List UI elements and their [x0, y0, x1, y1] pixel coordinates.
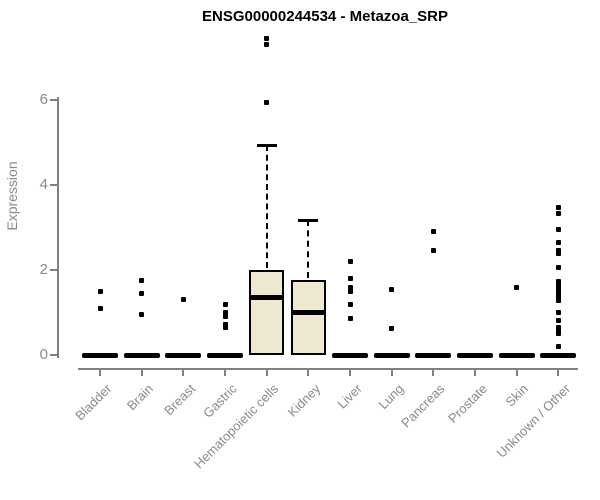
- outlier-point-unknown-other: [555, 251, 561, 257]
- x-axis-tick-lung: [390, 369, 393, 376]
- outlier-point-unknown-other: [555, 298, 561, 304]
- zero-bar-pancreas: [415, 352, 452, 358]
- outlier-point-unknown-other: [555, 344, 561, 350]
- outlier-point-breast: [180, 297, 186, 303]
- outlier-point-liver: [347, 301, 353, 307]
- outlier-point-liver: [347, 316, 353, 322]
- outlier-point-pancreas: [430, 248, 436, 254]
- zero-bar-lung: [373, 352, 410, 358]
- outlier-point-gastric: [222, 324, 228, 330]
- outlier-point-unknown-other: [555, 227, 561, 233]
- x-axis-tick-kidney: [307, 369, 310, 376]
- outlier-point-liver: [347, 276, 353, 281]
- outlier-point-bladder: [97, 288, 103, 294]
- outlier-point-unknown-other: [555, 248, 561, 254]
- zero-bar-gastric: [207, 352, 243, 358]
- outlier-point-brain: [139, 312, 145, 318]
- outlier-point-gastric: [222, 310, 228, 315]
- x-axis-tick-liver: [349, 369, 352, 376]
- x-axis-tick-breast: [182, 369, 185, 376]
- outlier-point-unknown-other: [555, 240, 561, 246]
- y-axis-tick: [50, 99, 57, 101]
- whisker-cap-kidney: [298, 218, 319, 222]
- outlier-point-lung: [389, 286, 395, 292]
- median-kidney: [290, 310, 326, 315]
- y-tick-label-0: 0: [39, 346, 48, 363]
- box-hematopoietic-cells: [249, 270, 285, 355]
- x-tick-label-unknown-other: Unknown / Other: [493, 381, 573, 461]
- x-axis-tick-skin: [515, 369, 518, 376]
- outlier-point-skin: [514, 284, 520, 290]
- whisker-hematopoietic-cells: [265, 144, 268, 268]
- zero-bar-bladder: [82, 352, 118, 358]
- outlier-point-unknown-other: [555, 331, 561, 337]
- zero-bar-liver: [332, 352, 369, 358]
- y-axis-tick: [50, 354, 57, 356]
- outlier-point-unknown-other: [555, 281, 561, 287]
- outlier-point-unknown-other: [555, 264, 561, 270]
- x-tick-label-pancreas: Pancreas: [398, 381, 448, 431]
- y-tick-label-4: 4: [39, 176, 48, 193]
- x-tick-label-gastric: Gastric: [199, 381, 240, 421]
- x-axis-tick-pancreas: [432, 369, 435, 376]
- x-axis-tick-unknown-other: [557, 369, 560, 376]
- outlier-point-unknown-other: [555, 204, 561, 210]
- outlier-point-pancreas: [430, 229, 436, 235]
- y-axis-label: Expression: [4, 161, 20, 231]
- outlier-point-hematopoietic-cells: [264, 35, 270, 41]
- y-axis-line: [57, 97, 59, 358]
- outlier-point-unknown-other: [555, 317, 561, 323]
- zero-bar-skin: [498, 352, 535, 358]
- x-tick-label-liver: Liver: [334, 381, 365, 412]
- outlier-point-liver: [347, 284, 353, 290]
- outlier-point-unknown-other: [555, 279, 561, 285]
- whisker-cap-hematopoietic-cells: [256, 143, 277, 147]
- outlier-point-unknown-other: [555, 328, 561, 334]
- outlier-point-unknown-other: [555, 285, 561, 291]
- outlier-point-unknown-other: [555, 291, 561, 297]
- outlier-point-unknown-other: [555, 325, 561, 331]
- zero-bar-brain: [123, 352, 160, 358]
- outlier-point-unknown-other: [555, 211, 561, 217]
- x-axis-tick-brain: [140, 369, 143, 376]
- outlier-point-gastric: [222, 314, 228, 320]
- outlier-point-hematopoietic-cells: [264, 42, 270, 48]
- x-axis-tick-prostate: [474, 369, 477, 376]
- x-axis-tick-gastric: [224, 369, 226, 376]
- outlier-point-liver: [347, 288, 353, 294]
- outlier-point-brain: [139, 290, 145, 296]
- x-axis-line: [78, 368, 578, 370]
- outlier-point-liver: [347, 259, 353, 264]
- outlier-point-lung: [389, 325, 395, 331]
- x-tick-label-bladder: Bladder: [72, 381, 115, 424]
- zero-bar-unknown-other: [540, 352, 577, 358]
- outlier-point-brain: [139, 278, 145, 284]
- zero-bar-prostate: [457, 352, 494, 358]
- y-axis-tick: [50, 184, 57, 186]
- outlier-point-hematopoietic-cells: [264, 99, 270, 105]
- outlier-point-unknown-other: [555, 294, 561, 300]
- y-tick-label-2: 2: [39, 261, 48, 278]
- y-axis-tick: [50, 269, 57, 271]
- chart-title: ENSG00000244534 - Metazoa_SRP: [202, 8, 448, 25]
- whisker-kidney: [307, 219, 310, 279]
- x-tick-label-prostate: Prostate: [444, 381, 490, 426]
- outlier-point-gastric: [222, 321, 228, 327]
- zero-bar-breast: [165, 352, 202, 358]
- x-axis-tick-bladder: [99, 369, 101, 376]
- box-kidney: [290, 280, 326, 355]
- x-axis-tick-hematopoietic-cells: [265, 369, 268, 376]
- median-hematopoietic-cells: [249, 295, 285, 301]
- outlier-point-bladder: [97, 305, 103, 311]
- outlier-point-gastric: [222, 301, 228, 307]
- x-tick-label-skin: Skin: [502, 381, 532, 410]
- x-tick-label-breast: Breast: [160, 381, 198, 419]
- x-tick-label-lung: Lung: [375, 381, 407, 413]
- outlier-point-unknown-other: [555, 310, 561, 316]
- y-tick-label-6: 6: [39, 91, 48, 108]
- outlier-point-unknown-other: [555, 288, 561, 294]
- x-tick-label-brain: Brain: [124, 381, 157, 414]
- x-tick-label-kidney: Kidney: [284, 381, 323, 420]
